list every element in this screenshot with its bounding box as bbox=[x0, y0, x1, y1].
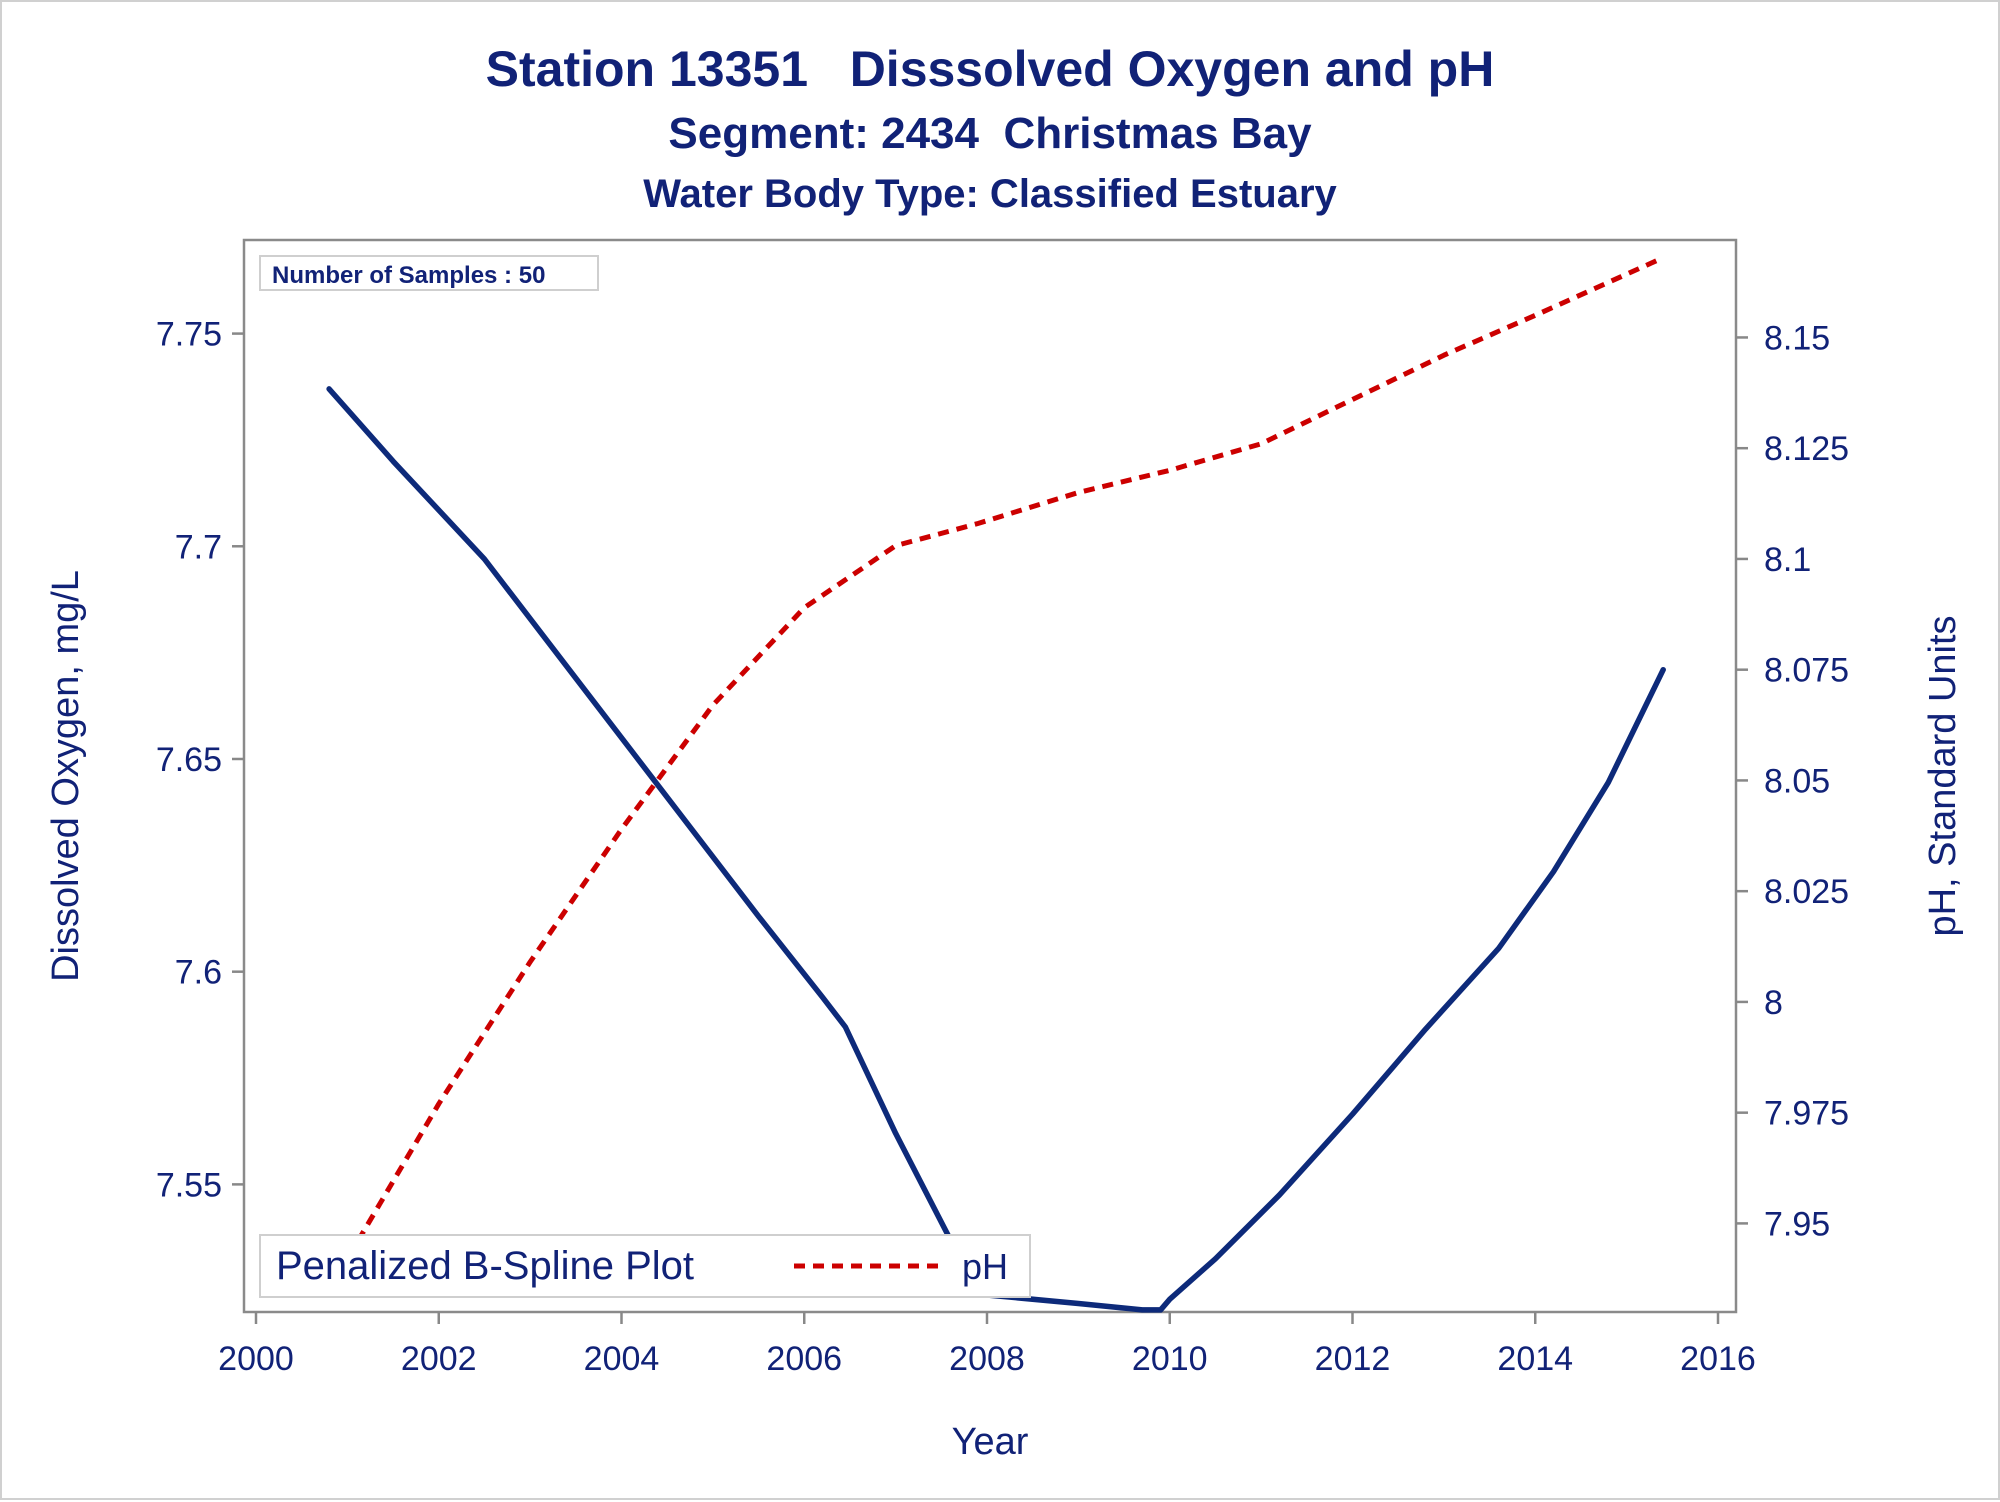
y-right-tick-label: 7.975 bbox=[1764, 1095, 1849, 1133]
y-right-tick-label: 8 bbox=[1764, 984, 1783, 1022]
x-tick-label: 2002 bbox=[401, 1340, 477, 1378]
x-tick-label: 2010 bbox=[1132, 1340, 1208, 1378]
chart-title: Station 13351 Disssolved Oxygen and pH bbox=[486, 41, 1495, 97]
y-right-tick-label: 8.025 bbox=[1764, 873, 1849, 911]
y-right-tick-label: 8.05 bbox=[1764, 762, 1830, 800]
y-axis-left: 7.55 7.6 7.65 7.7 7.75 bbox=[156, 316, 244, 1204]
series-layer bbox=[326, 255, 1666, 1313]
legend: Penalized B-Spline Plot pH bbox=[259, 1234, 1031, 1298]
x-axis: 2000 2002 2004 2006 2008 2010 2012 2014 2016 bbox=[218, 1312, 1756, 1378]
y-right-tick-label: 8.075 bbox=[1764, 652, 1849, 690]
x-tick-label: 2004 bbox=[584, 1340, 660, 1378]
y-left-tick-label: 7.65 bbox=[156, 741, 222, 779]
legend-title: Penalized B-Spline Plot bbox=[276, 1244, 694, 1288]
y-axis-left-label: Dissolved Oxygen, mg/L bbox=[45, 570, 87, 982]
x-tick-label: 2014 bbox=[1497, 1340, 1573, 1378]
y-right-tick-label: 8.15 bbox=[1764, 319, 1830, 357]
chart-subtitle: Segment: 2434 Christmas Bay bbox=[668, 109, 1312, 158]
y-left-tick-label: 7.55 bbox=[156, 1166, 222, 1204]
x-tick-label: 2012 bbox=[1315, 1340, 1391, 1378]
x-tick-label: 2000 bbox=[218, 1340, 294, 1378]
series-line-do bbox=[326, 386, 1666, 1313]
x-tick-label: 2006 bbox=[766, 1340, 842, 1378]
y-right-tick-label: 8.125 bbox=[1764, 430, 1849, 468]
sample-count-text: Number of Samples : 50 bbox=[272, 262, 545, 289]
y-right-tick-label: 8.1 bbox=[1764, 541, 1811, 579]
y-left-tick-label: 7.7 bbox=[175, 528, 222, 566]
series-line-ph bbox=[326, 255, 1665, 1292]
y-right-tick-label: 7.95 bbox=[1764, 1205, 1830, 1243]
plot-area bbox=[242, 238, 1738, 1314]
y-left-tick-label: 7.6 bbox=[175, 954, 222, 992]
chart-subtitle-2: Water Body Type: Classified Estuary bbox=[643, 172, 1337, 216]
x-axis-label: Year bbox=[952, 1421, 1029, 1463]
y-axis-right: 7.95 7.975 8 8.025 8.05 8.075 8.1 8.125 8.15 bbox=[1736, 319, 1849, 1243]
x-tick-label: 2008 bbox=[949, 1340, 1025, 1378]
x-tick-label: 2016 bbox=[1680, 1340, 1756, 1378]
y-axis-right-label: pH, Standard Units bbox=[1922, 615, 1964, 936]
sample-count-box: Number of Samples : 50 bbox=[259, 255, 599, 291]
legend-label-ph: pH bbox=[962, 1246, 1008, 1287]
legend-box bbox=[259, 1234, 1031, 1298]
y-left-tick-label: 7.75 bbox=[156, 316, 222, 354]
